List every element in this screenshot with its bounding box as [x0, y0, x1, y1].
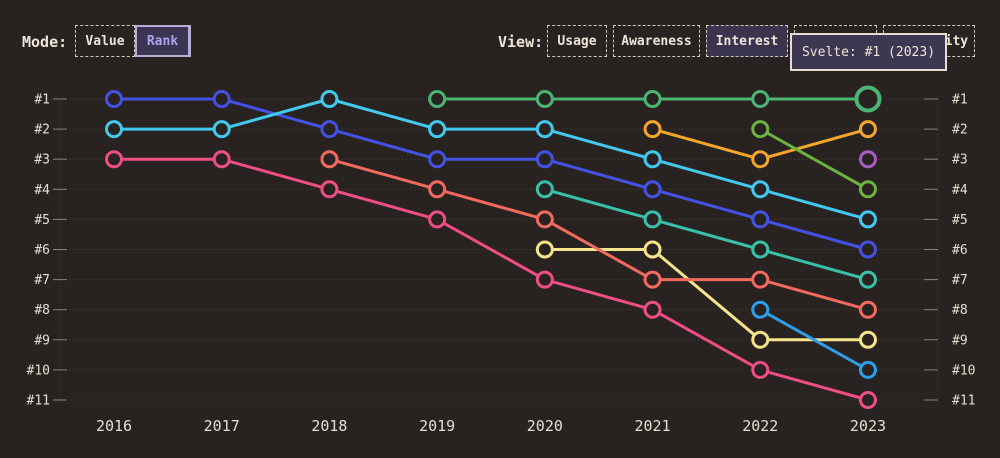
rank-label-right-4: #4 [952, 183, 968, 198]
data-point-pink-2017[interactable] [212, 150, 231, 169]
year-label-2023: 2023 [850, 417, 886, 435]
data-point-lime-2023[interactable] [858, 180, 877, 199]
data-point-cyan-2023[interactable] [858, 210, 877, 229]
rank-label-right-6: #6 [952, 243, 968, 258]
rank-label-right-11: #11 [952, 394, 975, 409]
data-point-orange-2023[interactable] [858, 120, 877, 139]
rank-label-left-5: #5 [34, 213, 50, 228]
data-point-svelte-2021[interactable] [643, 90, 662, 108]
rank-label-right-5: #5 [952, 213, 968, 228]
series-line-lime [758, 127, 870, 191]
rank-label-right-9: #9 [952, 333, 968, 348]
data-point-pink-2019[interactable] [428, 210, 447, 229]
data-point-sky-blue-2023[interactable] [858, 360, 877, 379]
view-button-awareness[interactable]: Awareness [613, 25, 700, 57]
series-line-pink [112, 157, 870, 402]
data-point-yellow-2020[interactable] [535, 240, 554, 259]
data-point-pink-2022[interactable] [751, 360, 770, 379]
data-point-cyan-2022[interactable] [751, 180, 770, 199]
rank-label-left-2: #2 [34, 123, 50, 138]
data-point-blue-2018[interactable] [320, 120, 339, 139]
rank-label-right-1: #1 [952, 93, 968, 108]
series-line-red [327, 157, 870, 312]
rank-label-right-7: #7 [952, 273, 968, 288]
data-point-red-2020[interactable] [535, 210, 554, 229]
year-label-2017: 2017 [204, 417, 240, 435]
rank-label-left-9: #9 [34, 333, 50, 348]
rank-label-left-11: #11 [27, 394, 50, 409]
rank-label-left-6: #6 [34, 243, 50, 258]
year-label-2022: 2022 [742, 417, 778, 435]
data-point-purple-2023[interactable] [858, 150, 877, 169]
data-point-blue-2020[interactable] [535, 150, 554, 169]
year-label-2016: 2016 [96, 417, 132, 435]
data-point-blue-2021[interactable] [643, 180, 662, 199]
data-point-pink-2018[interactable] [320, 180, 339, 199]
data-point-red-2021[interactable] [643, 270, 662, 289]
data-point-orange-2022[interactable] [751, 150, 770, 169]
mode-button-value[interactable]: Value [75, 25, 135, 57]
data-point-red-2018[interactable] [320, 150, 339, 169]
data-point-pink-2016[interactable] [105, 150, 123, 169]
data-point-yellow-2021[interactable] [643, 240, 662, 259]
rank-label-right-3: #3 [952, 153, 968, 168]
data-point-yellow-2022[interactable] [751, 330, 770, 349]
year-label-2020: 2020 [527, 417, 563, 435]
series-line-blue [112, 97, 870, 251]
data-point-blue-2022[interactable] [751, 210, 770, 229]
rank-label-right-10: #10 [952, 363, 975, 378]
data-point-yellow-2023[interactable] [858, 330, 877, 349]
data-point-red-2019[interactable] [428, 180, 447, 199]
rank-label-left-1: #1 [34, 93, 50, 108]
data-point-teal-2021[interactable] [643, 210, 662, 229]
data-point-pink-2020[interactable] [535, 270, 554, 289]
data-point-blue-2016[interactable] [105, 90, 123, 108]
data-point-blue-2019[interactable] [428, 150, 447, 169]
rank-label-left-8: #8 [34, 303, 50, 318]
data-point-svelte-2020[interactable] [535, 90, 554, 108]
data-point-pink-2023[interactable] [858, 391, 877, 409]
data-point-red-2023[interactable] [858, 300, 877, 319]
data-point-blue-2023[interactable] [858, 240, 877, 259]
data-point-orange-2021[interactable] [643, 120, 662, 139]
data-point-cyan-2020[interactable] [535, 120, 554, 139]
data-point-svelte-2019[interactable] [428, 90, 447, 108]
data-point-pink-2021[interactable] [643, 300, 662, 319]
view-button-interest[interactable]: Interest [706, 25, 788, 57]
data-point-teal-2022[interactable] [751, 240, 770, 259]
view-label: View: [498, 33, 544, 51]
year-label-2018: 2018 [311, 417, 347, 435]
data-point-cyan-2021[interactable] [643, 150, 662, 169]
rank-label-right-2: #2 [952, 123, 968, 138]
rank-label-right-8: #8 [952, 303, 968, 318]
data-point-blue-2017[interactable] [212, 90, 231, 108]
rank-label-left-4: #4 [34, 183, 50, 198]
view-button-usage[interactable]: Usage [547, 25, 607, 57]
data-point-teal-2023[interactable] [858, 270, 877, 289]
data-point-lime-2022[interactable] [751, 120, 770, 139]
data-point-cyan-2016[interactable] [105, 120, 123, 139]
data-point-teal-2020[interactable] [535, 180, 554, 199]
series-line-sky-blue [758, 308, 870, 372]
rank-label-left-10: #10 [27, 363, 50, 378]
data-point-sky-blue-2022[interactable] [751, 300, 770, 319]
mode-label: Mode: [22, 33, 68, 51]
data-point-svelte-2023[interactable] [854, 85, 882, 113]
data-point-cyan-2019[interactable] [428, 120, 447, 139]
data-point-cyan-2017[interactable] [212, 120, 231, 139]
series-line-cyan [112, 97, 870, 221]
data-point-svelte-2022[interactable] [751, 90, 770, 108]
tooltip: Svelte: #1 (2023) [790, 33, 947, 71]
year-label-2019: 2019 [419, 417, 455, 435]
data-point-cyan-2018[interactable] [320, 90, 339, 108]
series-line-teal [543, 187, 870, 282]
data-point-red-2022[interactable] [751, 270, 770, 289]
rank-label-left-7: #7 [34, 273, 50, 288]
year-label-2021: 2021 [634, 417, 670, 435]
mode-button-rank[interactable]: Rank [135, 25, 191, 57]
rank-label-left-3: #3 [34, 153, 50, 168]
